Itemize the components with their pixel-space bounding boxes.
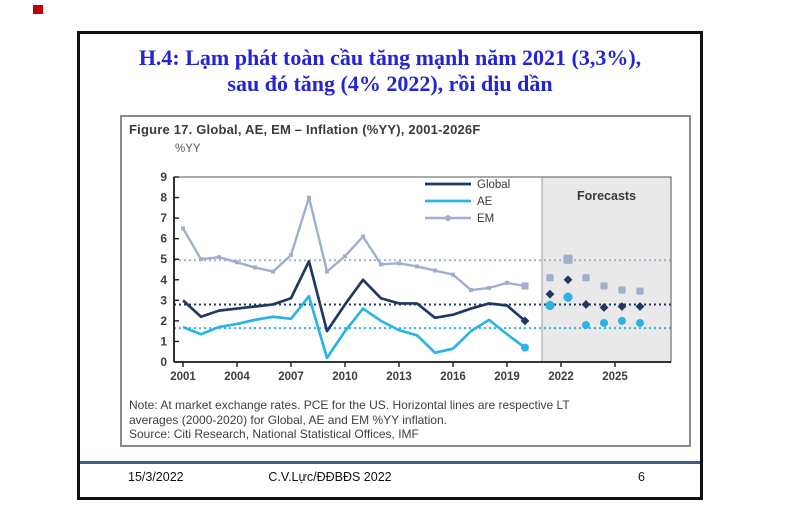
y-tick-label: 3 [160,293,167,307]
footer: 15/3/2022 C.V.Lực/ĐĐBĐS 2022 6 [80,467,700,489]
x-tick-label: 2007 [278,371,304,383]
red-corner-marker [33,5,43,14]
em-point-marker [433,268,437,273]
slide: H.4: Lạm phát toàn cầu tăng mạnh năm 202… [77,31,703,500]
x-tick-label: 2001 [170,371,196,383]
footer-author: C.V.Lực/ĐĐBĐS 2022 [268,470,392,484]
forecasts-label: Forecasts [577,189,636,203]
series-line-em [181,196,526,292]
y-tick-label: 2 [160,314,167,328]
em-point-marker [505,280,509,285]
em-point-marker [271,269,275,274]
note-line2: averages (2000-2020) for Global, AE and … [129,412,447,427]
forecast-marker-ae-2022 [563,292,573,302]
forecast-marker-global-2023 [581,300,591,309]
forecast-marker-em-2024 [600,282,608,290]
em-point-marker [199,257,203,262]
forecast-marker-em-2023 [582,274,590,282]
forecast-marker-ae-2023 [582,321,590,329]
em-point-marker [415,264,419,269]
y-axis-unit-label: %YY [175,143,201,155]
series-line-ae [182,294,526,360]
em-point-marker [181,226,185,231]
footer-page-number: 6 [638,470,645,484]
y-tick-label: 0 [160,355,167,369]
forecast-marker-ae-2021 [545,300,555,311]
last-actual-marker-ae [521,343,529,352]
x-tick-label: 2004 [224,371,250,383]
em-point-marker [217,255,221,260]
last-actual-marker-global [520,316,530,326]
slide-title-line1: H.4: Lạm phát toàn cầu tăng mạnh năm 202… [138,45,642,70]
em-point-marker [307,195,311,200]
em-point-marker [469,288,473,293]
y-tick-label: 9 [160,170,167,184]
slide-title-line2: sau đó tăng (4% 2022), rồi dịu dần [227,71,553,96]
forecast-marker-ae-2024 [600,318,608,327]
forecast-marker-em-2021 [546,274,554,282]
em-point-marker [343,254,347,259]
footer-divider [80,461,700,464]
x-tick-label: 2016 [440,371,466,383]
footer-date: 15/3/2022 [128,470,184,484]
figure-box: 0 1 2 3 4 5 6 7 8 9 2001 2004 2007 2010 2013 2016 2019 20… [120,115,691,447]
forecast-marker-global-2021 [545,289,555,299]
x-tick-label: 2010 [332,371,358,383]
y-tick-label: 7 [160,211,167,225]
y-tick-label: 8 [160,191,167,205]
x-tick-label: 2019 [494,371,520,383]
note-line1: Note: At market exchange rates. PCE for … [129,398,570,412]
forecast-marker-em-2025 [618,286,626,294]
x-tick-label: 2013 [386,371,412,383]
em-point-marker [451,272,455,277]
inflation-line-chart: 0 1 2 3 4 5 6 7 8 9 2001 2004 2007 2010 2013 2016 2019 20… [160,170,672,383]
em-point-marker [361,234,365,239]
forecast-marker-em-2026 [636,287,644,295]
forecast-marker-global-2022 [563,275,573,285]
source-line: Source: Citi Research, National Statisti… [129,427,419,441]
forecast-marker-em-2022 [563,254,573,264]
legend-label-em: EM [477,213,494,225]
em-point-marker [253,265,257,270]
forecast-marker-ae-2026 [636,318,644,327]
em-point-marker [397,261,401,266]
figure-notes: Note: At market exchange rates. PCE for … [129,398,681,442]
figure-title: Figure 17. Global, AE, EM – Inflation (%… [129,122,481,137]
x-tick-label: 2025 [602,371,628,383]
em-point-marker [235,260,239,265]
slide-title: H.4: Lạm phát toàn cầu tăng mạnh năm 202… [80,45,700,97]
x-tick-label: 2022 [548,371,574,383]
legend-label-global: Global [477,179,510,191]
y-tick-label: 6 [160,232,167,246]
forecast-marker-global-2024 [599,303,609,312]
y-tick-label: 1 [160,334,167,348]
series-line-global [182,259,526,333]
em-point-marker [487,286,491,290]
last-actual-marker-em [521,282,529,290]
forecast-marker-global-2025 [617,302,627,311]
legend-em-marker [445,215,451,221]
forecast-region [541,176,672,363]
em-point-marker [325,269,329,274]
y-tick-label: 4 [160,273,167,287]
em-point-marker [289,253,293,258]
em-point-marker [379,262,383,267]
legend-label-ae: AE [477,196,493,208]
y-tick-label: 5 [160,252,167,266]
forecast-marker-ae-2025 [618,316,626,325]
